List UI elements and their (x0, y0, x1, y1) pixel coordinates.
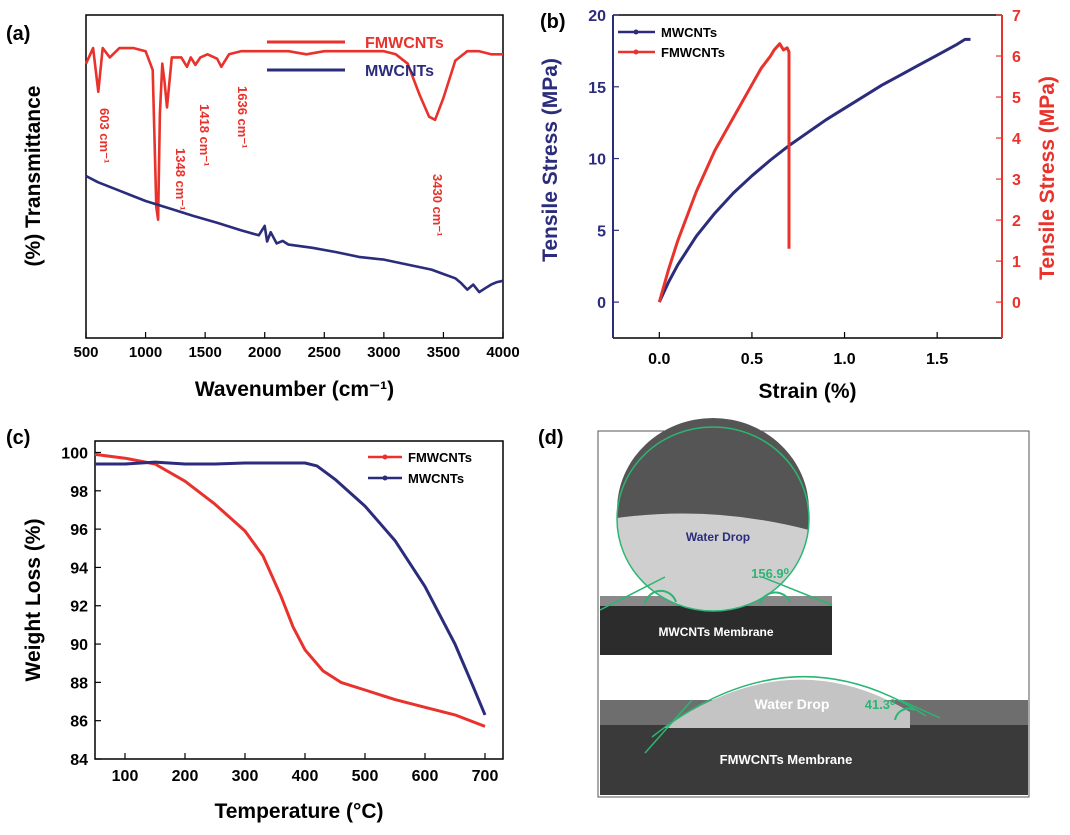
top-baseline-right (761, 576, 833, 606)
x-tick-label: 1.5 (926, 351, 948, 368)
series-line-mwcnts (85, 174, 504, 294)
x-axis-label: Temperature (°C) (214, 800, 383, 823)
top-drop-shadow (617, 418, 809, 530)
y-tick-label: 86 (70, 714, 88, 731)
y-tick-label: 88 (70, 675, 88, 692)
series-line-fmwcnts (94, 452, 486, 728)
series-line-fmwcnts (84, 46, 503, 221)
y-tick-label-right: 6 (1012, 49, 1021, 66)
plot-frame (94, 440, 504, 760)
legend-entry: FMWCNTs (661, 45, 725, 60)
y-axis-label: (%) Transmittance (22, 86, 45, 267)
y-tick-label-right: 7 (1012, 8, 1021, 25)
legend-entry: MWCNTs (661, 25, 717, 40)
y-tick-label-left: 15 (588, 80, 606, 97)
y-axis-label: Weight Loss (%) (22, 519, 45, 682)
legend-entry: MWCNTs (408, 471, 464, 486)
bottom-water-drop-label: Water Drop (755, 696, 830, 712)
legend-marker (633, 29, 639, 35)
bottom-drop-outline (651, 675, 927, 738)
peak-annotation: 1636 cm⁻¹ (235, 86, 250, 149)
bottom-contact-angle: 41.3⁰ (865, 697, 896, 712)
series-line-mwcnts (95, 460, 487, 716)
y-axis-label-left: Tensile Stress (MPa) (539, 58, 562, 262)
top-angle-arc-left (644, 589, 677, 605)
series-line-mwcnts (657, 37, 971, 303)
legend-entry: FMWCNTs (365, 35, 444, 52)
fmwcnts-membrane-label: FMWCNTs Membrane (720, 752, 853, 767)
tensile-chart: 0.0 0.5 1.0 1.5 0 5 10 15 20 0 1 2 3 4 5 6 7 Strain (%) Te… (539, 8, 1059, 403)
panel-a-tag: (a) (6, 23, 30, 45)
y-tick-label: 92 (70, 599, 88, 616)
legend-marker (633, 49, 639, 55)
legend-marker (382, 475, 388, 481)
x-axis-label: Wavenumber (cm⁻¹) (195, 378, 394, 401)
x-tick-label: 4000 (486, 344, 519, 361)
top-water-drop-label: Water Drop (686, 530, 750, 544)
series-line-fmwcnts (657, 42, 791, 303)
y-tick-label-right: 1 (1012, 254, 1021, 271)
y-tick-label-right: 3 (1012, 172, 1021, 189)
y-tick-label-left: 5 (597, 223, 606, 240)
y-tick-label: 90 (70, 637, 88, 654)
x-tick-label: 3500 (427, 344, 460, 361)
legend-marker (382, 454, 388, 460)
x-tick-label: 1000 (129, 344, 162, 361)
y-tick-label-right: 5 (1012, 90, 1021, 107)
x-tick-label: 0.5 (741, 351, 763, 368)
bottom-baseline-right (899, 699, 941, 719)
x-tick-label: 600 (412, 768, 439, 785)
tga-chart: 100 200 300 400 500 600 700 84 86 88 90 92 94 96 98 100… (22, 440, 504, 823)
y-tick-label: 98 (70, 484, 88, 501)
panel-b-tag: (b) (540, 11, 566, 33)
contact-angle-photos: Water Drop 156.9⁰ MWCNTs Membrane Water … (597, 418, 1030, 798)
x-tick-label: 1500 (188, 344, 221, 361)
ftir-chart: 500 1000 1500 2000 2500 3000 3500 4000 Wavenumbe… (22, 14, 520, 401)
bottom-water-drop (664, 679, 910, 728)
y-tick-label: 94 (70, 560, 88, 577)
y-tick-label: 100 (61, 445, 88, 462)
y-tick-label-right: 0 (1012, 295, 1021, 312)
y-tick-label-right: 2 (1012, 213, 1021, 230)
y-tick-label: 96 (70, 522, 88, 539)
y-tick-label-left: 20 (588, 8, 606, 25)
legend-entry: FMWCNTs (408, 450, 472, 465)
x-tick-label: 2500 (308, 344, 341, 361)
y-tick-label-left: 0 (597, 295, 606, 312)
y-axis-label-right: Tensile Stress (MPa) (1036, 76, 1059, 280)
peak-annotation: 3430 cm⁻¹ (430, 174, 445, 237)
x-tick-label: 400 (292, 768, 319, 785)
panel-d-tag: (d) (538, 427, 564, 449)
x-tick-label: 3000 (367, 344, 400, 361)
bottom-baseline-left (644, 699, 693, 754)
bottom-angle-arc (894, 707, 916, 721)
top-baseline-left (599, 576, 666, 611)
panel-c-tag: (c) (6, 427, 30, 449)
mwcnts-membrane-label: MWCNTs Membrane (658, 625, 773, 639)
y-tick-label-left: 10 (588, 152, 606, 169)
peak-annotation: 1348 cm⁻¹ (173, 148, 188, 211)
x-tick-label: 2000 (248, 344, 281, 361)
top-contact-angle: 156.9⁰ (751, 566, 790, 581)
y-tick-label: 84 (70, 752, 88, 769)
x-axis-label: Strain (%) (758, 380, 856, 403)
peak-annotation: 1418 cm⁻¹ (197, 104, 212, 167)
x-tick-label: 200 (172, 768, 199, 785)
top-angle-arc-right (759, 591, 791, 605)
top-drop-outline (616, 426, 810, 612)
x-tick-label: 300 (232, 768, 259, 785)
y-tick-label-right: 4 (1012, 131, 1021, 148)
x-tick-label: 1.0 (833, 351, 855, 368)
x-tick-label: 500 (73, 344, 98, 361)
x-tick-label: 500 (352, 768, 379, 785)
legend-entry: MWCNTs (365, 63, 434, 80)
x-tick-label: 0.0 (648, 351, 670, 368)
x-tick-label: 100 (112, 768, 139, 785)
x-tick-label: 700 (472, 768, 499, 785)
peak-annotation: 603 cm⁻¹ (97, 108, 112, 163)
